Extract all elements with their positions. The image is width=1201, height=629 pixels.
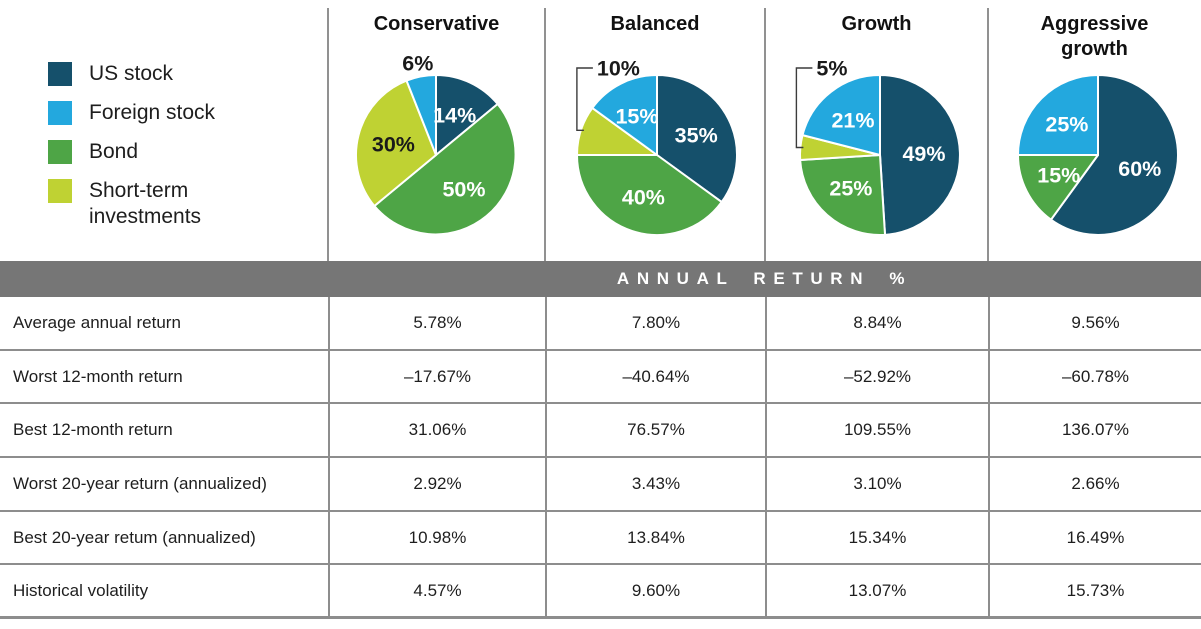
chart-title-balanced: Balanced [610,13,700,35]
cell-conservative-worst-20-year-return-annualized: 2.92% [328,458,545,510]
pie-slice-foreign-stock [591,74,658,156]
callout-line [795,67,813,149]
cell-aggressive-growth-worst-12-month-return: –60.78% [988,350,1201,403]
annual-return-band: ANNUAL RETURN % [0,261,1201,297]
pie-label-bond: 15% [1037,164,1080,188]
cell-aggressive-growth-best-12-month-return: 136.07% [988,404,1201,457]
cell-balanced-historical-volatility: 9.60% [545,565,765,617]
legend-item-us-stock: US stock [48,61,254,87]
pie-label-foreign-stock: 21% [831,109,874,133]
cell-balanced-average-annual-return: 7.80% [545,297,765,349]
pie-chart-growth: 49% 25% 5% 21% [795,57,961,236]
foreign-stock-swatch-icon [48,101,72,126]
pie-label-short-term-investments: 5% [816,57,847,81]
table-row-best-12-month-return: Best 12-month return 31.06% 76.57% 109.55% 1… [0,404,1201,459]
pie-slice-us-stock [879,74,961,236]
pie-chart-conservative: 14% 50% 30% 6% [355,52,517,236]
short-term-investments-swatch-icon [48,179,72,204]
table-row-average-annual-return: Average annual return 5.78% 7.80% 8.84% 9.56… [0,297,1201,351]
legend-label: Bond [89,140,139,164]
cell-aggressive-growth-historical-volatility: 15.73% [988,565,1201,617]
legend-label: Short-term investments [89,179,202,229]
pie-slice-foreign-stock [1017,74,1099,156]
cell-growth-worst-12-month-return: –52.92% [765,350,988,403]
row-label: Average annual return [13,312,181,332]
pie-label-bond: 50% [442,177,485,201]
pie-label-us-stock: 60% [1118,157,1161,181]
legend-label: US stock [89,62,174,85]
pie-slice-bond [799,154,887,236]
cell-growth-best-12-month-return: 109.55% [765,404,988,457]
legend-item-foreign-stock: Foreign stock [48,100,254,126]
pie-slice-short-term-investments [355,79,437,207]
legend-label: Foreign stock [89,101,216,125]
cell-balanced-best-20-year-retum-annualized: 13.84% [545,511,765,564]
chart-title-aggressive-growth: Aggressive growth [1040,13,1149,60]
cell-conservative-average-annual-return: 5.78% [328,297,545,349]
pie-label-us-stock: 35% [675,124,718,148]
row-label: Worst 20-year return (annualized) [13,473,267,493]
pie-slice-bond [576,154,723,236]
cell-aggressive-growth-worst-20-year-return-annualized: 2.66% [988,458,1201,510]
pie-label-bond: 25% [829,177,872,201]
chart-title-conservative: Conservative [373,13,500,35]
cell-growth-best-20-year-retum-annualized: 15.34% [765,511,988,564]
us-stock-swatch-icon [48,62,72,86]
pie-label-us-stock: 49% [902,142,945,166]
pie-slice-foreign-stock [405,74,437,156]
cell-conservative-historical-volatility: 4.57% [328,565,545,617]
bond-swatch-icon [48,140,72,165]
legend-item-bond: Bond [48,139,254,165]
callout-line [576,67,593,132]
cell-balanced-worst-20-year-return-annualized: 3.43% [545,458,765,510]
pie-slice-us-stock [656,74,738,204]
pie-label-short-term-investments: 30% [372,133,415,157]
chart-legend: US stock Foreign stock Bond Short-term inve… [48,61,254,243]
pie-slice-foreign-stock [801,74,881,156]
pie-label-bond: 40% [622,185,665,209]
cell-growth-average-annual-return: 8.84% [765,297,988,349]
pie-slice-bond [373,103,517,236]
cell-conservative-worst-12-month-return: –17.67% [328,350,545,403]
cell-balanced-best-12-month-return: 76.57% [545,404,765,457]
column-separator [764,8,766,261]
row-label: Best 12-month return [13,420,173,440]
row-label: Historical volatility [13,580,149,600]
cell-aggressive-growth-average-annual-return: 9.56% [988,297,1201,349]
pie-chart-balanced: 35% 40% 10% 15% [576,57,738,236]
pie-label-foreign-stock: 6% [402,52,433,76]
cell-growth-historical-volatility: 13.07% [765,565,988,617]
pie-chart-aggressive-growth: 60% 15% 25% [1017,74,1180,236]
pie-slice-bond [1017,154,1099,221]
column-separator [987,8,989,261]
column-separator [544,8,546,261]
chart-title-growth: Growth [841,13,912,35]
cell-growth-worst-20-year-return-annualized: 3.10% [765,458,988,510]
pie-label-short-term-investments: 10% [597,57,640,81]
cell-conservative-best-20-year-retum-annualized: 10.98% [328,511,545,564]
annual-return-heading: ANNUAL RETURN % [616,269,913,288]
cell-balanced-worst-12-month-return: –40.64% [545,350,765,403]
cell-conservative-best-12-month-return: 31.06% [328,404,545,457]
pie-charts-area: US stock Foreign stock Bond Short-term inve… [0,0,1201,261]
annual-return-table: Average annual return 5.78% 7.80% 8.84% 9.56… [0,297,1201,620]
table-row-worst-12-month-return: Worst 12-month return –17.67% –40.64% –52.9… [0,350,1201,405]
pie-slice-us-stock [1049,74,1180,236]
pie-label-foreign-stock: 15% [615,104,658,128]
pie-label-us-stock: 14% [433,104,476,128]
cell-aggressive-growth-best-20-year-retum-annualized: 16.49% [988,511,1201,564]
legend-item-short-term-investments: Short-term investments [48,178,254,230]
table-row-best-20-year-retum-annualized: Best 20-year retum (annualized) 10.98% 13.… [0,511,1201,566]
row-label: Best 20-year retum (annualized) [13,527,256,547]
pie-label-foreign-stock: 25% [1045,112,1088,136]
pie-slice-us-stock [435,74,499,156]
column-separator [327,8,329,261]
row-label: Worst 12-month return [13,366,183,386]
table-row-historical-volatility: Historical volatility 4.57% 9.60% 13.07% 15.… [0,565,1201,620]
table-row-worst-20-year-return-annualized: Worst 20-year return (annualized) 2.92% 3.… [0,458,1201,512]
